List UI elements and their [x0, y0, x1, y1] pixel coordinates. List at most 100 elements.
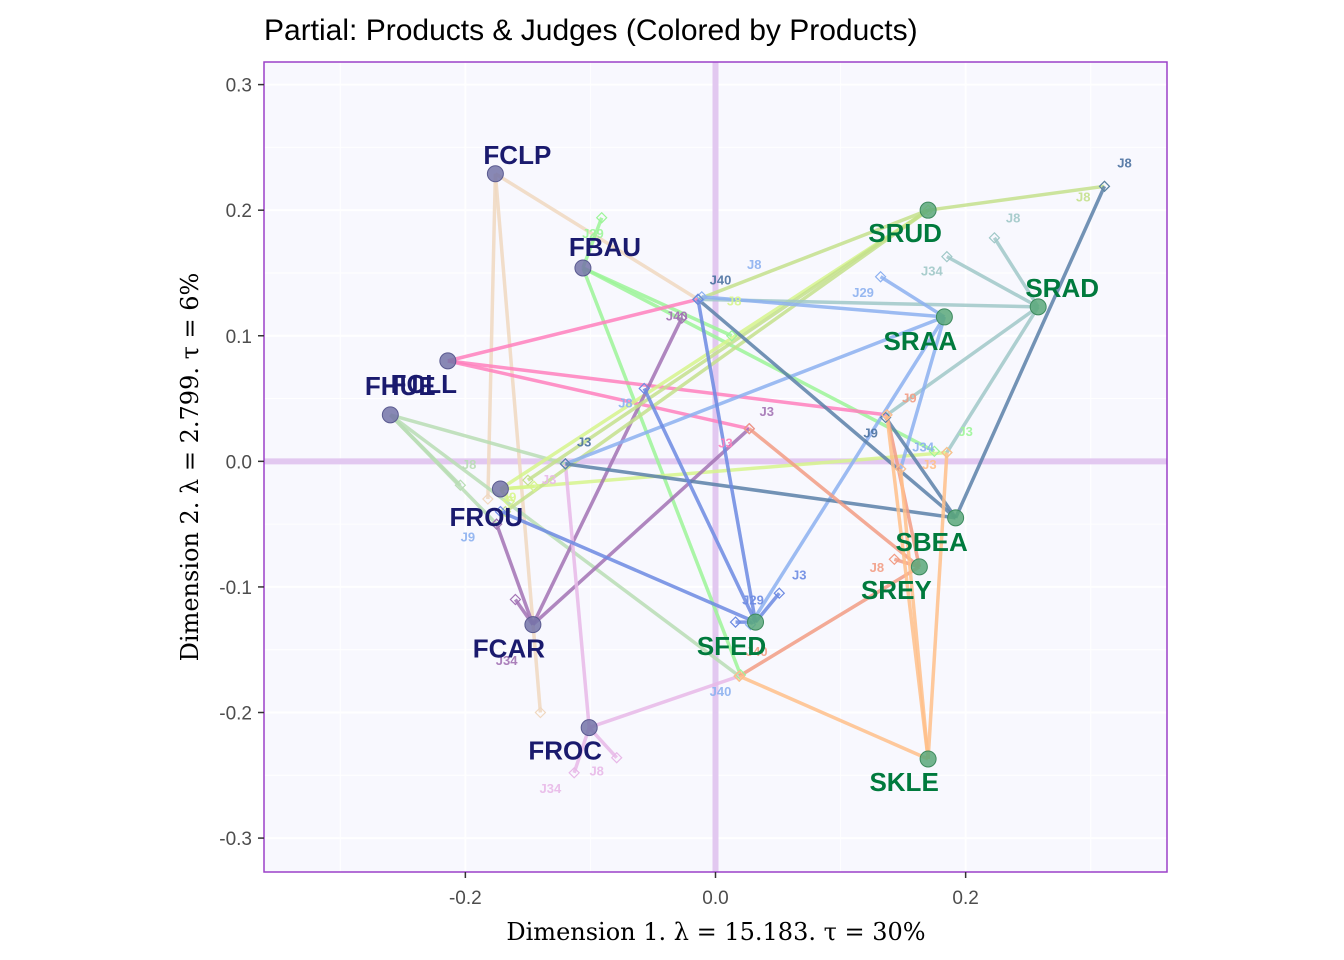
- product-label-FCAR: FCAR: [473, 634, 545, 664]
- judge-label: J8: [747, 257, 761, 272]
- judge-point-SREY-J8: [888, 553, 901, 566]
- judge-point-FBAU-J29: [595, 211, 608, 224]
- product-label-FHUE: FHUE: [365, 371, 436, 401]
- judge-label: J40: [710, 272, 732, 287]
- link-FHUE-J9: [389, 413, 498, 526]
- product-point-FHUE: [381, 406, 399, 424]
- product-label-FROC: FROC: [528, 736, 602, 766]
- link-FCLP-J3: [486, 173, 498, 500]
- y-axis-label: Dimension 2. λ = 2.799. τ = 6%: [176, 273, 204, 662]
- judge-point-FCLP-J9: [534, 706, 547, 719]
- judge-label: J8: [618, 395, 632, 410]
- y-tick-label: 0.0: [226, 452, 252, 473]
- x-tick-label: 0.2: [952, 888, 978, 909]
- product-point-FCLL: [439, 352, 457, 370]
- judge-point-SFED-J3: [773, 587, 786, 600]
- link-SRAA-J29: [879, 275, 946, 319]
- product-point-FROC: [580, 719, 598, 737]
- link-SRAA-J8: [701, 295, 945, 319]
- product-label-SKLE: SKLE: [869, 767, 938, 797]
- judge-label: J40: [666, 309, 688, 324]
- x-axis: -0.2 0.0 0.2: [449, 872, 979, 909]
- product-points: [381, 165, 1047, 768]
- link-FHUE-J3: [389, 413, 566, 466]
- product-label-FCLP: FCLP: [483, 140, 551, 170]
- judge-point-FROU-J29: [528, 480, 540, 493]
- judge-point-SKLE-J9: [880, 409, 893, 421]
- judge-point-SRUD-J3: [522, 474, 534, 487]
- product-label-FCLL: FCLL: [391, 369, 458, 399]
- link-FHUE-J40: [389, 413, 741, 678]
- link-FBAU-J3: [582, 266, 936, 453]
- product-label-FROU: FROU: [450, 502, 524, 532]
- link-SRAD-J9: [885, 305, 1040, 417]
- judge-point-FROC-J8: [610, 751, 623, 764]
- judge-point-FBAU-J40: [725, 329, 738, 342]
- link-SREY-J3: [748, 427, 921, 569]
- judge-label: J40: [710, 684, 732, 699]
- link-SKLE-J3: [926, 452, 949, 760]
- judge-point-SRAD-J8: [988, 231, 1001, 244]
- judge-point-SFED-J8: [638, 382, 651, 395]
- judge-label: J8: [462, 457, 476, 472]
- product-point-FCLP: [486, 165, 504, 183]
- x-tick-label: -0.2: [449, 888, 482, 909]
- product-point-FCAR: [524, 616, 542, 634]
- judge-label: J29: [852, 285, 874, 300]
- judge-point-FROC-J34: [568, 766, 581, 779]
- y-tick-label: 0.3: [226, 76, 252, 97]
- judge-label: J9: [461, 530, 475, 545]
- product-point-FROU: [491, 480, 509, 498]
- judge-point-SKLE-J40: [733, 670, 746, 682]
- link-FCAR-J9: [494, 523, 535, 626]
- link-FROC-J3: [563, 463, 591, 728]
- link-SREY-J40: [738, 565, 921, 678]
- link-SRAA-J3: [564, 315, 946, 466]
- judge-point-FCAR-J34: [509, 593, 522, 606]
- link-SRUD-J40: [697, 208, 929, 301]
- y-tick-label: -0.3: [219, 829, 252, 850]
- judge-point-SRAA-J29: [874, 270, 887, 283]
- judge-point-SBEA-J3: [559, 458, 572, 470]
- product-label-FBAU: FBAU: [569, 232, 641, 262]
- judge-label: J3: [577, 434, 591, 449]
- product-point-SRAD: [1029, 298, 1047, 316]
- link-SFED-J9: [499, 509, 757, 624]
- judge-label: J3: [542, 472, 556, 487]
- judge-point-FCAR-J40: [675, 312, 688, 325]
- judge-label: J40: [746, 644, 768, 659]
- judge-points: [454, 180, 1111, 779]
- link-FBAU-J34: [581, 267, 743, 676]
- judge-point-SKLE-J3: [941, 446, 953, 459]
- y-tick-label: -0.1: [219, 578, 252, 599]
- product-point-FBAU: [574, 259, 592, 277]
- link-SRAA-J40: [749, 315, 946, 626]
- judge-point-SBEA-J8: [1098, 180, 1111, 193]
- judge-label: J9: [902, 390, 916, 405]
- judge-point-SFED-J9: [494, 505, 507, 518]
- judge-label: J3: [718, 436, 732, 451]
- judge-point-SFED-J40: [692, 293, 704, 306]
- link-FROU-J3: [500, 450, 948, 491]
- judge-label: J29: [742, 593, 764, 608]
- link-SBEA-J8: [954, 185, 1107, 519]
- judge-label: J34: [496, 653, 518, 668]
- judge-point-FBAU-J3: [928, 445, 941, 458]
- product-point-SKLE: [919, 750, 937, 768]
- judge-point-SFED-J29: [729, 616, 742, 628]
- y-tick-label: -0.2: [219, 704, 252, 725]
- link-SRAA-J34: [898, 316, 947, 470]
- link-FCLL-J40: [447, 297, 699, 363]
- product-point-SBEA: [947, 509, 965, 527]
- judge-point-SRUD-J9: [499, 505, 512, 518]
- judge-point-FCAR-J9: [490, 518, 503, 530]
- judge-label: J8: [870, 560, 884, 575]
- product-label-SRUD: SRUD: [868, 218, 942, 248]
- judge-label: J3: [760, 404, 774, 419]
- judge-labels: J8 J8 J8 J34 J29 J8 J40 J8 J40 J29 J8 J3 J3 J3 J9 J9 J34…: [461, 155, 1132, 795]
- product-point-SRUD: [919, 201, 937, 219]
- product-point-SFED: [747, 613, 765, 631]
- product-label-SRAA: SRAA: [884, 326, 958, 356]
- product-label-SBEA: SBEA: [896, 527, 968, 557]
